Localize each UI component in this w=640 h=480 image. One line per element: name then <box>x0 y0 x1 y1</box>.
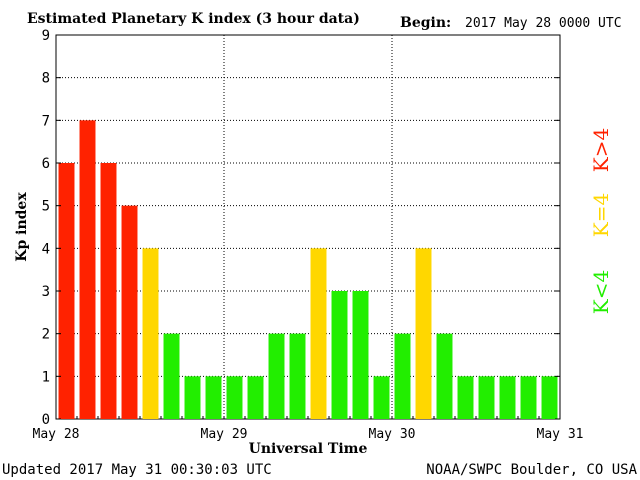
x-axis: May 28 May 29 May 30 May 31 <box>33 416 584 442</box>
x-tick-label: May 29 <box>201 427 248 442</box>
y-axis: 0 1 2 3 4 5 6 7 8 9 <box>42 28 560 428</box>
kp-bar <box>520 376 537 419</box>
kp-bar <box>142 248 159 419</box>
y-tick-label: 8 <box>42 71 50 87</box>
kp-bar <box>289 333 306 419</box>
y-tick-label: 9 <box>42 28 50 44</box>
kp-bar <box>247 376 264 419</box>
y-tick-label: 4 <box>42 241 50 257</box>
kp-bar <box>352 291 369 419</box>
grid-lines <box>56 35 560 419</box>
legend-high: K>4 <box>589 128 613 172</box>
kp-bar <box>310 248 327 419</box>
kp-bar <box>268 333 285 419</box>
y-tick-label: 0 <box>42 412 50 428</box>
x-tick-label: May 28 <box>33 427 80 442</box>
x-tick-label: May 30 <box>369 427 416 442</box>
legend-mid: K=4 <box>589 193 613 237</box>
y-tick-label: 5 <box>42 199 50 215</box>
y-tick-label: 1 <box>42 369 50 385</box>
bar-series <box>58 120 558 419</box>
kp-bar <box>457 376 474 419</box>
kp-bar <box>79 120 96 419</box>
kp-bar <box>373 376 390 419</box>
y-tick-label: 3 <box>42 284 50 300</box>
y-tick-label: 7 <box>42 113 50 129</box>
kp-bar <box>499 376 516 419</box>
x-axis-label: Universal Time <box>249 441 368 457</box>
begin-value: 2017 May 28 0000 UTC <box>465 16 622 31</box>
kp-bar <box>184 376 201 419</box>
kp-bar <box>331 291 348 419</box>
y-tick-label: 6 <box>42 156 50 172</box>
legend-low: K<4 <box>589 270 613 314</box>
updated-timestamp: Updated 2017 May 31 00:30:03 UTC <box>2 462 272 478</box>
kp-bar <box>226 376 243 419</box>
y-axis-label: Kp index <box>14 192 30 262</box>
x-tick-label: May 31 <box>537 427 584 442</box>
chart-title: Estimated Planetary K index (3 hour data… <box>27 11 360 27</box>
kp-bar <box>541 376 558 419</box>
kp-bar <box>394 333 411 419</box>
begin-label: Begin: <box>400 15 451 31</box>
kp-bar <box>436 333 453 419</box>
kp-bar <box>100 163 117 419</box>
kp-bar <box>478 376 495 419</box>
kp-bar <box>415 248 432 419</box>
kp-bar <box>205 376 222 419</box>
kp-bar <box>58 163 75 419</box>
source-credit: NOAA/SWPC Boulder, CO USA <box>426 462 637 478</box>
kp-bar <box>163 333 180 419</box>
kp-bar <box>121 205 138 419</box>
y-tick-label: 2 <box>42 327 50 343</box>
